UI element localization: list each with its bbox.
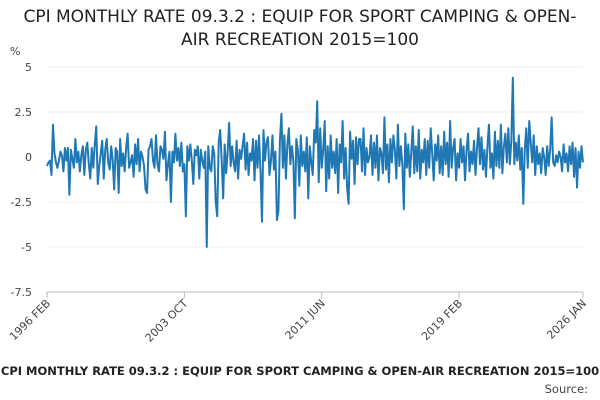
y-tick-label: 5 <box>25 61 32 74</box>
x-tick-label: 1996 FEB <box>7 297 53 343</box>
x-tick-label: 2026 JAN <box>544 297 589 342</box>
y-tick-label: -7.5 <box>11 286 32 299</box>
y-tick-label: 2.5 <box>15 106 33 119</box>
data-line <box>46 76 584 248</box>
y-tick-label: 0 <box>25 151 32 164</box>
x-tick-label: 2003 OCT <box>143 297 191 345</box>
x-tick-label: 2019 FEB <box>419 297 465 343</box>
y-axis-label: % <box>10 45 20 58</box>
x-tick-label: 2011 JUN <box>283 297 328 342</box>
footer: CPI MONTHLY RATE 09.3.2 : EQUIP FOR SPOR… <box>0 364 600 378</box>
y-tick-label: -5 <box>21 241 32 254</box>
source: Source: <box>544 382 588 396</box>
chart-title: CPI MONTHLY RATE 09.3.2 : EQUIP FOR SPOR… <box>23 7 577 50</box>
footer-title: CPI MONTHLY RATE 09.3.2 : EQUIP FOR SPOR… <box>0 364 600 378</box>
y-tick-label: -2.5 <box>11 196 32 209</box>
